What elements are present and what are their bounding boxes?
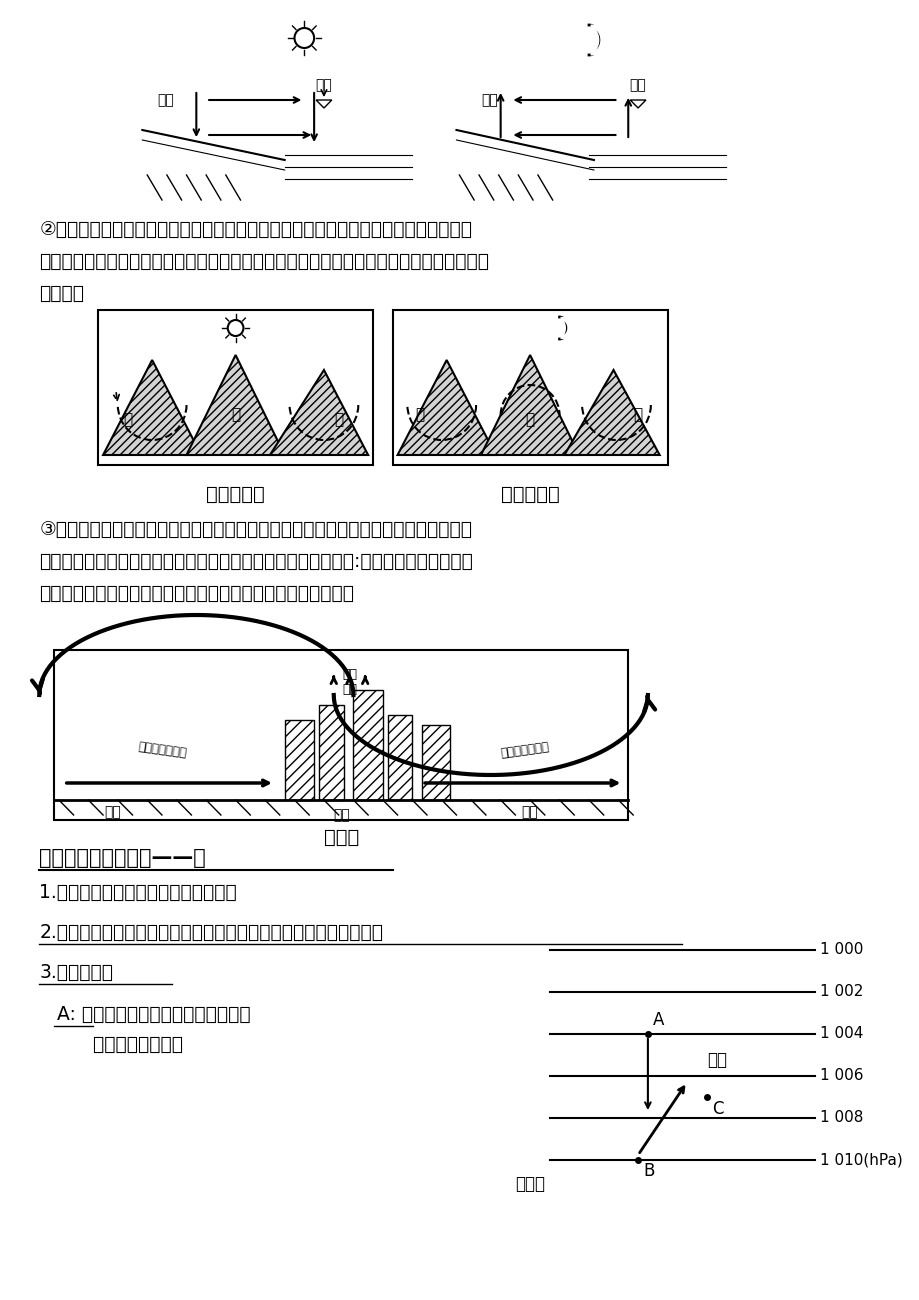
Polygon shape: [564, 370, 659, 455]
Text: 夜晚吹山风: 夜晚吹山风: [500, 485, 559, 504]
Text: 1 002: 1 002: [819, 984, 862, 1000]
Bar: [98, 309, 372, 465]
Text: 暖: 暖: [123, 412, 132, 428]
Text: 暖: 暖: [525, 412, 534, 428]
Text: 1.形成风的直接原因：水平气压梯度力: 1.形成风的直接原因：水平气压梯度力: [40, 883, 237, 902]
Text: 1 006: 1 006: [819, 1069, 862, 1083]
Polygon shape: [481, 355, 579, 455]
Text: 海面: 海面: [315, 78, 332, 92]
Text: 陆面: 陆面: [481, 94, 497, 107]
Text: 由高压指向低压）: 由高压指向低压）: [40, 1035, 183, 1054]
Text: 冷: 冷: [633, 407, 642, 422]
Text: 3.三种作用力: 3.三种作用力: [40, 963, 113, 982]
Bar: [392, 309, 667, 465]
Text: 暖: 暖: [334, 412, 343, 428]
Text: 三、大气的水平运动——风: 三、大气的水平运动——风: [40, 848, 206, 868]
Text: 陆面: 陆面: [157, 94, 174, 107]
Text: 间形成热力环流。研究都市风对于搞好都市环境保护有重要意义:污染严重的企业应布局: 间形成热力环流。研究都市风对于搞好都市环境保护有重要意义:污染严重的企业应布局: [40, 552, 472, 571]
Text: 郊区: 郊区: [105, 805, 121, 819]
Bar: [387, 715, 412, 800]
Text: ②山谷风：白天，因山坡上的空气强烈增温，导致暖空气沿山坡上升，形成谷风；夜间: ②山谷风：白天，因山坡上的空气强烈增温，导致暖空气沿山坡上升，形成谷风；夜间: [40, 220, 471, 239]
Text: A: A: [652, 1011, 664, 1030]
Bar: [54, 650, 628, 820]
Text: 海面: 海面: [629, 78, 646, 92]
Text: 由郊区流向市区: 由郊区流向市区: [500, 740, 550, 759]
Text: 1 010(hPa): 1 010(hPa): [819, 1153, 902, 1167]
Text: 上升
气流: 上升 气流: [342, 668, 357, 696]
Text: 1 008: 1 008: [819, 1110, 862, 1126]
Text: A: 水平气压梯度力（垂直于等压线，: A: 水平气压梯度力（垂直于等压线，: [40, 1005, 251, 1024]
Text: C: C: [711, 1100, 722, 1118]
Text: B: B: [642, 1162, 653, 1180]
Text: 晚山风）: 晚山风）: [40, 283, 85, 303]
Text: 冷: 冷: [415, 407, 425, 422]
Polygon shape: [187, 355, 284, 455]
Text: 1 000: 1 000: [819, 942, 862, 958]
Text: 城市风: 城市风: [323, 828, 358, 848]
Text: 2.风力大小：等压线越密集的地方，水平气压梯度力越大，风力越大: 2.风力大小：等压线越密集的地方，水平气压梯度力越大，风力越大: [40, 923, 383, 942]
Text: 市区: 市区: [333, 809, 349, 822]
Text: ③都市风：由于都市热岛的存在，引起空气在都市上升，在郊区下沉，在都市和郊区之: ③都市风：由于都市热岛的存在，引起空气在都市上升，在郊区下沉，在都市和郊区之: [40, 520, 471, 540]
Text: 1 004: 1 004: [819, 1027, 862, 1041]
Text: 由郊区流向市区: 由郊区流向市区: [137, 740, 187, 759]
Polygon shape: [269, 370, 368, 455]
Text: 等压线: 等压线: [515, 1175, 544, 1193]
Bar: [422, 725, 449, 800]
Bar: [319, 705, 343, 800]
Bar: [284, 720, 313, 800]
Polygon shape: [103, 360, 201, 455]
Text: 在都市风下沉距离以外，绿化带应布局在都市风下沉距离以内。: 在都市风下沉距离以外，绿化带应布局在都市风下沉距离以内。: [40, 584, 354, 603]
Text: 冷: 冷: [231, 407, 240, 422]
Polygon shape: [397, 360, 495, 455]
Text: 风向: 风向: [706, 1052, 726, 1070]
Text: 因山坡空气迅速冷却，密度增大，因重力顺坡下滑，冷空气积聚，形成山风（白天谷风，夜: 因山坡空气迅速冷却，密度增大，因重力顺坡下滑，冷空气积聚，形成山风（白天谷风，夜: [40, 252, 489, 270]
Bar: [353, 690, 382, 800]
Text: 郊区: 郊区: [521, 805, 538, 819]
Text: 白天吹谷风: 白天吹谷风: [206, 485, 265, 504]
